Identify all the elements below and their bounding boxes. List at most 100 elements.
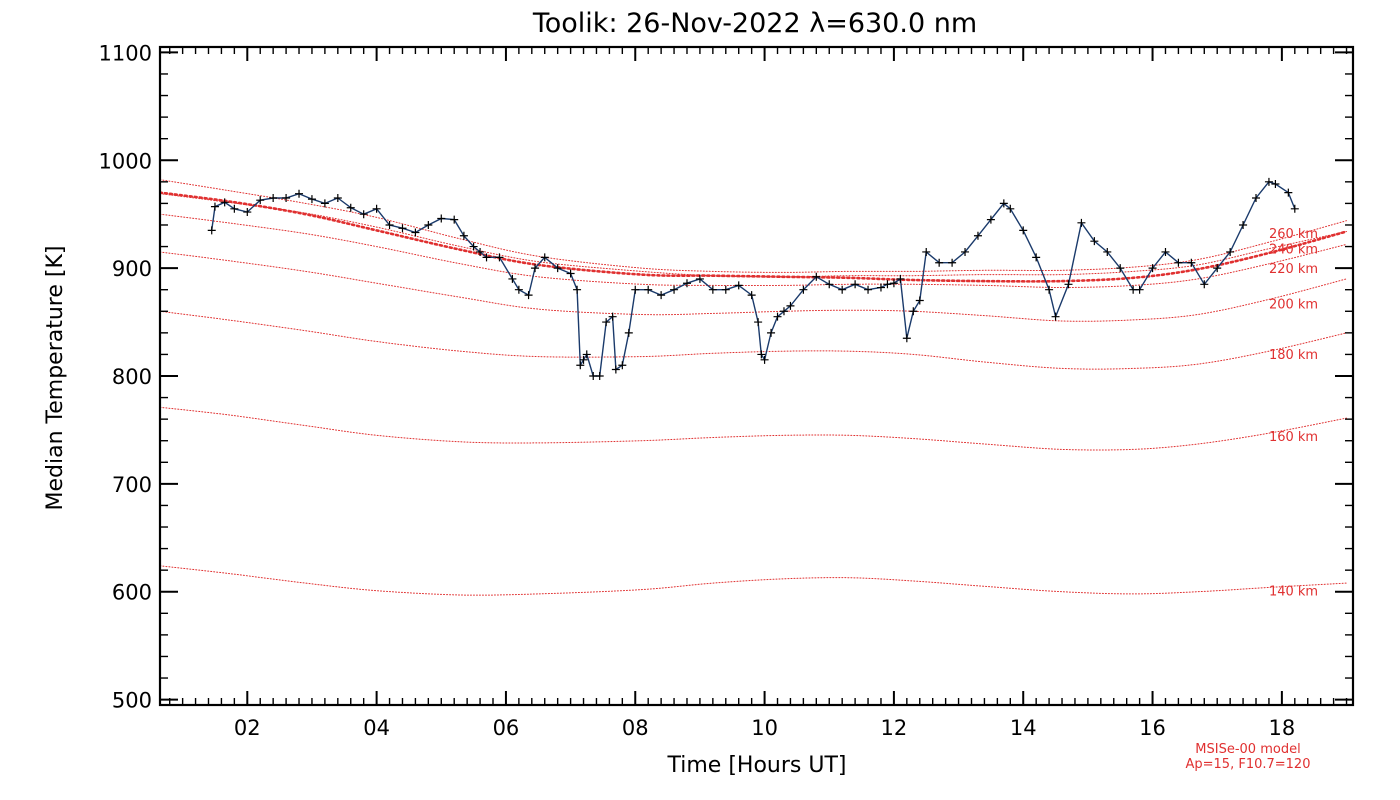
data-point [889, 279, 898, 288]
data-point [1264, 177, 1273, 186]
y-tick-label: 900 [112, 257, 152, 281]
data-point [876, 283, 885, 292]
data-point [514, 285, 523, 294]
data-point [207, 226, 216, 235]
data-point [1200, 280, 1209, 289]
measured-temperature-line [211, 180, 1296, 377]
data-point [608, 312, 617, 321]
data-point [838, 285, 847, 294]
y-tick-label: 1000 [99, 149, 152, 173]
data-point [566, 269, 575, 278]
data-point [476, 247, 485, 256]
model-curve-140-km [160, 565, 1347, 596]
data-point [902, 334, 911, 343]
data-point [922, 247, 931, 256]
data-point [573, 285, 582, 294]
level-label: 220 km [1269, 262, 1318, 277]
x-tick-label: 16 [1139, 716, 1166, 740]
data-point [1045, 285, 1054, 294]
data-point [359, 210, 368, 219]
model-fit-curve [160, 191, 1348, 283]
model-curve-200-km [160, 251, 1347, 322]
data-point [256, 196, 265, 205]
axes [158, 45, 1355, 707]
data-point [307, 195, 316, 204]
data-point [1103, 247, 1112, 256]
data-point [469, 242, 478, 251]
model-curve-160-km [160, 406, 1347, 451]
data-point [896, 274, 905, 283]
data-point [385, 220, 394, 229]
data-point [295, 189, 304, 198]
data-point [282, 194, 291, 203]
x-tick-label: 06 [493, 716, 520, 740]
level-label: 140 km [1269, 584, 1318, 599]
data-point [398, 224, 407, 233]
data-point [734, 281, 743, 290]
data-point [961, 247, 970, 256]
data-point [1226, 247, 1235, 256]
y-tick-label: 500 [112, 689, 152, 713]
data-point [682, 279, 691, 288]
x-tick-label: 14 [1010, 716, 1037, 740]
data-point [553, 264, 562, 273]
plot-frame [158, 45, 1355, 707]
y-tick-label: 600 [112, 581, 152, 605]
data-point [1064, 280, 1073, 289]
x-tick-label: 02 [234, 716, 261, 740]
data-point [1032, 253, 1041, 262]
data-point [1135, 285, 1144, 294]
data-point [864, 285, 873, 294]
model-curve-260-km [160, 179, 1347, 273]
y-axis-label: Median Temperature [K] [43, 246, 68, 511]
data-point [411, 228, 420, 237]
data-point [1187, 258, 1196, 267]
model-curve-220-km [160, 213, 1347, 289]
level-label: 200 km [1269, 297, 1318, 312]
data-point [372, 204, 381, 213]
data-point [948, 258, 957, 267]
data-point [779, 307, 788, 316]
data-point [773, 312, 782, 321]
data-point [767, 328, 776, 337]
data-point [909, 307, 918, 316]
data-point [708, 285, 717, 294]
model-note-line-1: MSISe-00 model [1195, 742, 1300, 757]
x-axis-label: Time [Hours UT] [667, 753, 847, 778]
data-point [1116, 264, 1125, 273]
data-point [579, 355, 588, 364]
data-point [670, 285, 679, 294]
data-point [747, 291, 756, 300]
data-point [760, 355, 769, 364]
y-tick-label: 700 [112, 473, 152, 497]
data-point [482, 253, 491, 262]
data-point [531, 264, 540, 273]
data-point [1213, 264, 1222, 273]
data-point [495, 253, 504, 262]
data-point [1019, 226, 1028, 235]
data-point [657, 291, 666, 300]
data-point [269, 194, 278, 203]
data-point [450, 215, 459, 224]
data-point [1077, 218, 1086, 227]
data-point [320, 199, 329, 208]
data-point [424, 220, 433, 229]
x-tick-label: 12 [881, 716, 908, 740]
data-point [644, 285, 653, 294]
data-point [1006, 204, 1015, 213]
data-point [582, 350, 591, 359]
data-point [1290, 204, 1299, 213]
data-point [1148, 264, 1157, 273]
model-curve-180-km [160, 310, 1347, 370]
data-point [915, 296, 924, 305]
data-point [883, 280, 892, 289]
data-point [1239, 220, 1248, 229]
tick-labels: 02 04 06 08 10 12 14 16 18 500 600 700 800 900 1000 110… [99, 41, 1296, 740]
data-point [812, 272, 821, 281]
model-note-line-2: Ap=15, F10.7=120 [1186, 757, 1311, 772]
data-point [540, 253, 549, 262]
data-point [602, 318, 611, 327]
data-point [973, 231, 982, 240]
data-point [230, 204, 239, 213]
